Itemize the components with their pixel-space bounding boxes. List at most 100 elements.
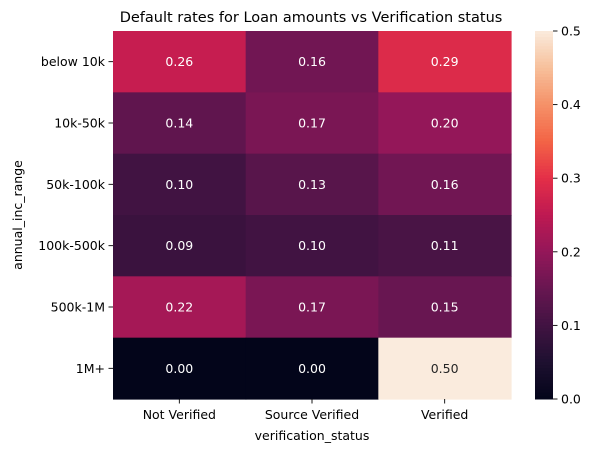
colorbar-segment — [535, 322, 553, 326]
colorbar-segment — [535, 110, 553, 115]
colorbar-segment — [535, 316, 553, 320]
y-tick-label: 100k-500k — [38, 238, 105, 253]
heatmap-cell-label: 0.26 — [165, 54, 193, 69]
colorbar-segment — [535, 395, 553, 400]
colorbar-segment — [535, 175, 553, 179]
colorbar-segment — [535, 389, 553, 394]
heatmap-cell-label: 0.15 — [431, 300, 459, 315]
colorbar-segment — [535, 64, 553, 69]
colorbar-segment — [535, 313, 553, 317]
colorbar-segment — [535, 248, 553, 253]
colorbar-segment — [535, 343, 553, 348]
colorbar-segment — [535, 340, 553, 345]
colorbar-segment — [535, 328, 553, 333]
colorbar-segment — [535, 80, 553, 84]
heatmap-cell-label: 0.00 — [298, 361, 326, 376]
colorbar-segment — [535, 202, 553, 207]
colorbar-segment — [535, 205, 553, 210]
colorbar-segment — [535, 264, 553, 268]
colorbar-tick-label: 0.2 — [561, 244, 581, 259]
colorbar-segment — [535, 279, 553, 283]
colorbar-segment — [535, 346, 553, 351]
colorbar-segment — [535, 52, 553, 57]
colorbar-segment — [535, 193, 553, 198]
heatmap-cell — [378, 92, 512, 155]
colorbar-segment — [535, 325, 553, 329]
heatmap-cell-label: 0.22 — [165, 300, 193, 315]
colorbar-segment — [535, 356, 553, 360]
colorbar-segment — [535, 135, 553, 139]
heatmap-cell — [113, 153, 247, 216]
colorbar-segment — [535, 386, 553, 391]
colorbar-segment — [535, 331, 553, 336]
colorbar-segment — [535, 362, 553, 366]
colorbar-segment — [535, 172, 553, 176]
colorbar-segment — [535, 261, 553, 265]
colorbar-segment — [535, 190, 553, 195]
heatmap-cell-label: 0.10 — [298, 238, 326, 253]
heatmap-cell-label: 0.16 — [298, 54, 326, 69]
colorbar-segment — [535, 374, 553, 379]
colorbar-segment — [535, 221, 553, 225]
colorbar-segment — [535, 119, 553, 124]
colorbar-segment — [535, 132, 553, 136]
colorbar-segment — [535, 230, 553, 234]
colorbar-ticks: 0.0 0.1 0.2 0.3 0.4 0.5 — [553, 24, 581, 407]
heatmap-cell-label: 0.17 — [298, 300, 326, 315]
heatmap-cell-label: 0.14 — [165, 116, 193, 131]
colorbar-segment — [535, 55, 553, 60]
colorbar-segment — [535, 89, 553, 93]
colorbar-segment — [535, 98, 553, 103]
colorbar-segment — [535, 40, 553, 44]
colorbar-segment — [535, 365, 553, 369]
colorbar-segment — [535, 368, 553, 372]
heatmap-cell — [245, 31, 379, 93]
colorbar-segment — [535, 245, 553, 250]
colorbar-segment — [535, 138, 553, 142]
heatmap-cells — [113, 31, 512, 400]
heatmap-cell — [113, 92, 247, 155]
colorbar-tick-label: 0.0 — [561, 392, 581, 407]
colorbar-segment — [535, 178, 553, 182]
heatmap-cell-label: 0.10 — [165, 177, 193, 192]
colorbar-segment — [535, 187, 553, 191]
colorbar-segment — [535, 239, 553, 244]
colorbar-segment — [535, 334, 553, 339]
colorbar-segment — [535, 101, 553, 106]
colorbar-segment — [535, 43, 553, 47]
colorbar-segment — [535, 77, 553, 81]
colorbar-segment — [535, 123, 553, 127]
colorbar-tick-label: 0.5 — [561, 24, 581, 39]
colorbar-segment — [535, 153, 553, 158]
colorbar-segment — [535, 165, 553, 170]
colorbar-segment — [535, 273, 553, 277]
colorbar-segment — [535, 92, 553, 96]
heatmap-cell-label: 0.50 — [431, 361, 459, 376]
colorbar-segment — [535, 359, 553, 363]
y-tick-label: below 10k — [41, 54, 106, 69]
colorbar-segment — [535, 294, 553, 299]
heatmap-cell — [378, 215, 512, 277]
heatmap-cell — [245, 215, 379, 277]
colorbar-segment — [535, 215, 553, 219]
chart-title: Default rates for Loan amounts vs Verifi… — [120, 10, 503, 26]
colorbar-segment — [535, 349, 553, 354]
colorbar-segment — [535, 129, 553, 133]
heatmap-cell — [378, 276, 512, 339]
colorbar-segment — [535, 144, 553, 149]
colorbar-tick-label: 0.3 — [561, 171, 581, 186]
colorbar-segment — [535, 49, 553, 53]
heatmap-cell — [245, 92, 379, 155]
colorbar-segment — [535, 107, 553, 112]
heatmap-cell — [113, 31, 247, 93]
heatmap-cell — [113, 337, 247, 400]
heatmap-cell-label: 0.17 — [298, 116, 326, 131]
colorbar-segment — [535, 46, 553, 50]
colorbar-segment — [535, 353, 553, 357]
colorbar-segment — [535, 184, 553, 188]
heatmap-cell-label: 0.29 — [431, 54, 459, 69]
heatmap-cell — [113, 215, 247, 277]
colorbar-segment — [535, 70, 553, 75]
colorbar-segment — [535, 291, 553, 296]
y-tick-label: 1M+ — [76, 361, 105, 376]
